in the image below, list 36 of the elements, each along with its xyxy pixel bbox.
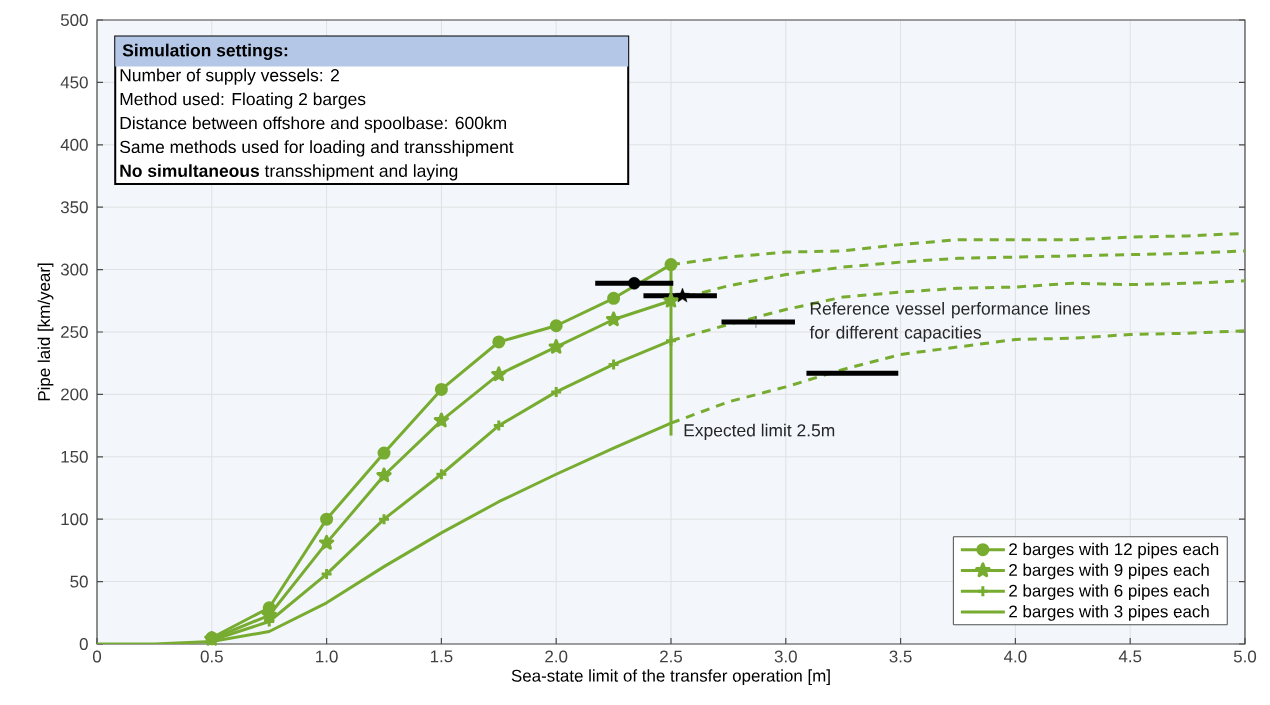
- y-tick-label: 50: [70, 575, 88, 588]
- x-axis-title: Sea-state limit of the transfer operation [m]: [511, 669, 830, 686]
- annotation: Same methods used for loading and transshipment: [120, 140, 514, 157]
- y-tick-label: 200: [61, 388, 88, 401]
- y-tick-label: 0: [79, 637, 88, 650]
- x-tick-label: 4.0: [1004, 650, 1027, 663]
- x-tick-label: 5.0: [1233, 650, 1257, 663]
- annotation: Simulation settings:: [122, 43, 288, 60]
- y-tick-label: 400: [60, 138, 88, 151]
- x-tick-label: 4.5: [1118, 650, 1142, 663]
- legend-label: 2 barges with 6 pipes each: [1009, 584, 1209, 601]
- y-tick-label: 300: [60, 263, 88, 276]
- annotation: Expected limit 2.5m: [684, 423, 835, 440]
- legend-label: 2 barges with 9 pipes each: [1009, 563, 1209, 580]
- x-tick-label: 2.5: [660, 650, 683, 663]
- y-tick-label: 350: [60, 201, 88, 214]
- y-axis-title: Pipe laid [km/year]: [37, 263, 54, 401]
- annotation: Reference vessel performance lines for different capacities: [809, 301, 1090, 343]
- x-tick-label: 3.0: [774, 650, 797, 663]
- y-tick-label: 100: [61, 513, 88, 526]
- y-tick-label: 500: [60, 13, 88, 26]
- annotation: No simultaneous transshipment and laying: [120, 164, 458, 181]
- annotation: Method used: Floating 2 barges: [120, 92, 366, 109]
- legend-label: 2 barges with 12 pipes each: [1009, 542, 1219, 559]
- legend-label: 2 barges with 3 pipes each: [1009, 605, 1209, 621]
- annotation: Number of supply vessels: 2: [120, 68, 339, 85]
- x-tick-label: 1.5: [430, 650, 453, 663]
- x-tick-label: 2.0: [545, 650, 568, 663]
- y-tick-label: 250: [61, 325, 88, 338]
- y-tick-label: 150: [61, 450, 88, 463]
- x-tick-label: 1.0: [316, 650, 338, 663]
- x-tick-label: 0.5: [200, 650, 223, 663]
- y-tick-label: 450: [60, 76, 88, 89]
- x-tick-label: 3.5: [889, 650, 912, 663]
- x-tick-label: 0: [92, 650, 102, 663]
- annotation: Distance between offshore and spoolbase: 600km: [120, 116, 507, 133]
